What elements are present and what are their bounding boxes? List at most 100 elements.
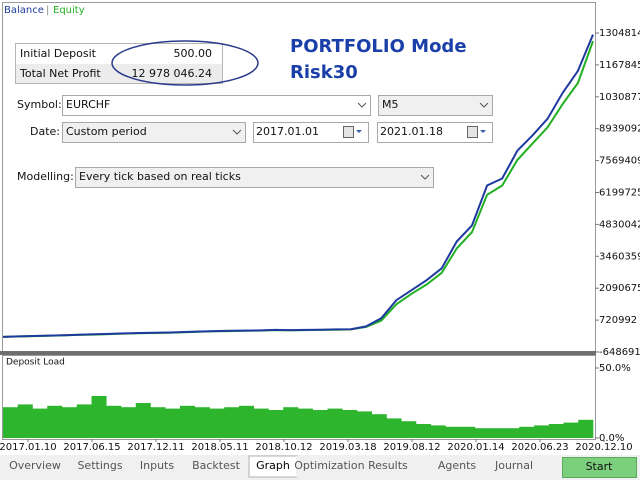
tab-label: Settings [77,459,122,472]
tab-label: Inputs [140,459,174,472]
load-frame [2,355,596,440]
summary-value: 12 978 046.24 [132,67,212,80]
load-bar [150,407,166,438]
date-mode-combo[interactable] [62,122,246,143]
summary-label: Total Net Profit [19,67,101,80]
x-tick-label: 2020.06.23 [511,442,568,453]
symbol-combo[interactable] [62,95,371,116]
load-bar [180,405,196,438]
load-bar [224,407,240,438]
tab[interactable] [72,456,128,477]
load-bar [534,425,550,438]
tab-label: Agents [438,459,477,472]
load-bar [475,428,491,438]
dropdown-arrow [479,102,489,108]
calendar-icon [343,126,354,138]
date-value: 2021.01.18 [380,125,443,138]
load-bar [17,404,33,438]
load-bar [371,414,387,438]
dropdown-arrow [420,174,430,180]
summary-label: Initial Deposit [20,47,97,60]
load-bar [209,408,225,438]
tab[interactable] [134,456,180,477]
calendar-icon [467,126,478,138]
load-bar [342,410,358,438]
x-tick-label: 2019.03.18 [319,442,376,453]
tab[interactable] [187,456,245,477]
tab-label: Graph [256,459,290,472]
tab[interactable] [296,456,406,477]
panel-title: Deposit Load [6,358,65,368]
legend-entry: Balance [4,5,44,16]
y-tick-label: 1030877 [599,92,640,103]
modelling-combo[interactable] [75,167,434,188]
tab[interactable] [432,456,482,477]
dropdown-arrow [480,130,486,133]
load-bar [578,419,594,438]
panel-separator [0,351,596,355]
start-button[interactable] [562,457,637,478]
field-label: Date: [30,125,60,138]
dropdown-arrow [357,102,367,108]
load-bar [76,404,92,438]
tabs: Overview Settings Inputs Backtest Graph Optim… [7,455,541,478]
field-label: Modelling: [17,170,74,183]
y-tick-label: 1304814 [599,28,640,39]
plot-layer [2,34,594,438]
load-bar [106,405,122,438]
x-tick-label: 2018.05.11 [191,442,248,453]
y-tick-label: 4830042 [599,219,640,230]
y-tick-label: 1167845 [599,60,640,71]
field-label: Symbol: [17,98,62,111]
load-bar [430,425,446,438]
date-value: 2017.01.01 [256,125,319,138]
load-bar [62,407,78,438]
series-line [2,34,594,338]
tab-label: Overview [9,459,61,472]
summary-row-bg [16,64,222,83]
load-bar [47,405,63,438]
y-tick-label: -648691 [599,347,640,358]
date-from[interactable] [253,122,369,143]
x-tick-label: 2017.12.11 [127,442,184,453]
load-bar [194,407,210,438]
date-to[interactable] [377,122,493,143]
load-bar [445,426,461,438]
load-bar [357,411,373,438]
y-tick-label: 7569409 [599,156,640,167]
load-bar [504,428,520,438]
annotation-title: PORTFOLIO Mode [290,36,467,57]
x-tick-label: 2020.12.10 [575,442,632,453]
y-tick-label: 3460359 [599,251,640,262]
combo-value: M5 [382,98,399,111]
load-bar [239,405,255,438]
load-bar [91,396,107,438]
load-bar [548,424,564,438]
highlight-ellipse [111,40,259,86]
combo-value: Custom period [66,125,147,138]
load-bar [283,407,299,438]
dropdown-arrow [232,129,242,135]
tab[interactable] [487,456,541,477]
period-combo[interactable] [378,95,493,116]
load-bar [32,408,48,438]
x-tick-label: 2018.10.12 [255,442,312,453]
dropdown-arrow [356,130,362,133]
legend-separator: | [46,5,49,16]
combo-value: Every tick based on real ticks [79,170,241,183]
load-bar [327,408,343,438]
combo-value: EURCHF [66,98,110,111]
load-bar [3,407,19,438]
y-tick-label: 0.0% [599,433,624,444]
x-tick-label: 2019.08.12 [383,442,440,453]
tab[interactable] [7,456,63,477]
start-label: Start [586,460,614,473]
load-bar [563,422,579,438]
x-tick-label: 2017.06.15 [63,442,120,453]
load-bar [298,408,314,438]
load-bar [401,421,417,438]
load-bar [253,408,269,438]
y-tick-label: 8939092 [599,124,640,135]
load-bar [165,408,181,438]
